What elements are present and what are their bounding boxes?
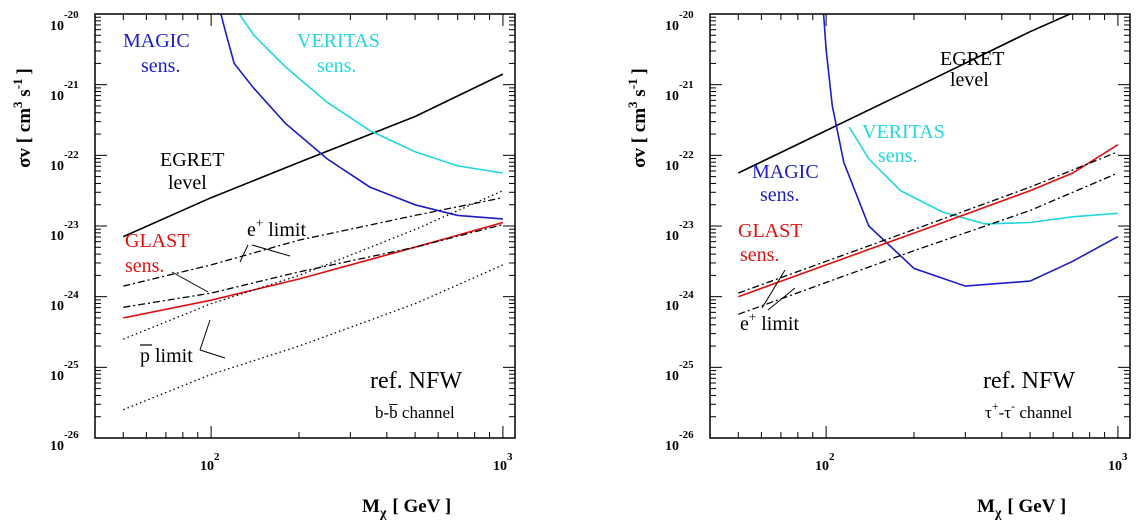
right-magic-label-sub: sens. [760, 184, 799, 206]
right-series-e-limit-lower [738, 172, 1119, 315]
right-y-axis-title: σv [ cm3 s-1] [625, 68, 650, 168]
right-y-tick-label: 10-24 [665, 289, 694, 314]
right-series-e-limit-upper [738, 151, 1119, 294]
left-y-tick-label: 10-26 [50, 429, 79, 454]
right-glast-label-sub: sens. [740, 244, 779, 266]
left-x-tick-label: 103 [493, 451, 513, 474]
left-x-axis-title: Mχ[ GeV ] [362, 496, 451, 521]
left-glast-pointer [171, 271, 209, 293]
left-x-tick-label: 102 [200, 451, 220, 474]
right-glast-label: GLAST [738, 220, 802, 242]
left-e-pointer-2 [251, 244, 291, 257]
left-veritas-label-sub: sens. [317, 55, 356, 77]
right-y-tick-label: 10-21 [665, 79, 694, 104]
left-egret-label: EGRET [160, 149, 224, 171]
right-e-pointer-1 [761, 269, 786, 309]
right-chart-panel: 10-20 10-21 10-22 10-23 10-24 10-25 10-2… [625, 9, 1131, 521]
left-y-tick-label: 10-25 [50, 359, 79, 384]
left-y-tick-label: 10-22 [50, 149, 79, 174]
left-chart-ticks [94, 13, 515, 439]
left-series-e-limit-upper [123, 197, 504, 287]
left-p-limit-label: p limit [140, 345, 193, 367]
left-e-limit-label: e+ limit [247, 215, 306, 241]
left-e-pointer-1 [239, 244, 249, 263]
right-y-tick-label: 10-22 [665, 149, 694, 174]
right-x-tick-label: 102 [815, 451, 835, 474]
left-ref-title: ref. NFW [370, 368, 462, 394]
left-y-tick-labels: 10-20 10-21 10-22 10-23 10-24 10-25 10-2… [50, 9, 79, 454]
left-series-p-limit-lower [123, 264, 504, 411]
left-glast-label: GLAST [125, 230, 189, 252]
left-y-tick-label: 10-20 [50, 9, 79, 34]
left-egret-label-sub: level [168, 172, 207, 194]
right-series-magic-sens [822, 14, 1119, 287]
left-channel-label: b-b̅ channel [375, 403, 455, 422]
right-e-pointer-2 [767, 287, 796, 311]
right-veritas-label-sub: sens. [878, 145, 917, 167]
left-pointer-lines [171, 244, 291, 359]
left-magic-label: MAGIC [123, 30, 190, 52]
left-series-egret-level [122, 73, 504, 238]
right-y-tick-label: 10-25 [665, 359, 694, 384]
right-egret-label-sub: level [950, 69, 989, 91]
left-series-p-limit-upper [123, 190, 504, 340]
right-chart-series [737, 14, 1119, 315]
right-series-veritas-sens [848, 126, 1118, 225]
right-e-limit-label: e+ limit [740, 309, 799, 335]
right-veritas-label: VERITAS [862, 121, 945, 143]
right-x-tick-label: 103 [1108, 451, 1128, 474]
left-chart-panel: 10-20 10-21 10-22 10-23 10-24 10-25 10-2… [10, 9, 516, 521]
right-y-tick-label: 10-26 [665, 429, 694, 454]
left-series-glast-sens [123, 221, 504, 319]
left-p-pointer-1 [199, 319, 211, 351]
right-series-egret-level [737, 14, 1073, 174]
left-series-veritas-sens [238, 14, 504, 174]
right-chart-ticks [709, 13, 1130, 439]
right-series-glast-sens [738, 144, 1119, 298]
right-magic-label: MAGIC [752, 161, 819, 183]
left-y-tick-label: 10-24 [50, 289, 79, 314]
left-y-tick-label: 10-21 [50, 79, 79, 104]
left-y-axis-title: σv [ cm3 s-1] [10, 68, 35, 168]
left-chart-series [122, 14, 504, 411]
right-x-axis-title: Mχ[ GeV ] [977, 496, 1066, 521]
left-series-magic-sens [220, 14, 503, 220]
left-y-tick-label: 10-23 [50, 219, 79, 244]
right-y-tick-label: 10-23 [665, 219, 694, 244]
right-pointer-lines [761, 269, 796, 311]
right-y-tick-labels: 10-20 10-21 10-22 10-23 10-24 10-25 10-2… [665, 9, 694, 454]
right-egret-label: EGRET [940, 48, 1004, 70]
left-p-pointer-2 [199, 349, 226, 359]
left-magic-label-sub: sens. [141, 55, 180, 77]
right-y-tick-label: 10-20 [665, 9, 694, 34]
left-glast-label-sub: sens. [125, 255, 164, 277]
right-ref-title: ref. NFW [983, 368, 1075, 394]
left-veritas-label: VERITAS [297, 30, 380, 52]
right-channel-label: τ+-τ- channel [985, 399, 1073, 422]
